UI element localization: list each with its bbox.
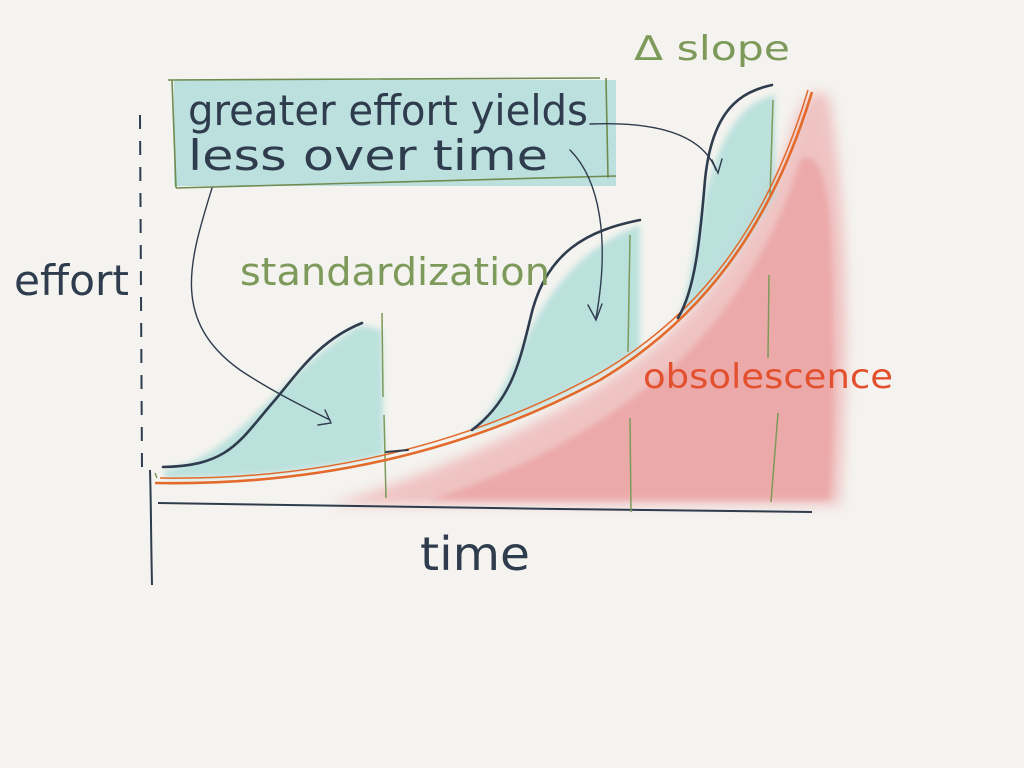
s-curves xyxy=(161,83,774,469)
exponential-line-2 xyxy=(159,89,809,479)
divider-3a xyxy=(769,99,774,197)
axes xyxy=(139,114,813,586)
x-axis-label: time xyxy=(420,527,530,581)
y-axis-solid xyxy=(149,469,153,586)
arrow-to-curve-2 xyxy=(569,149,603,319)
arrow-to-curve-1 xyxy=(190,187,331,421)
y-axis-label: effort xyxy=(14,256,129,305)
callout-background xyxy=(174,80,616,186)
exponential-curve xyxy=(154,89,814,485)
arrowhead-3 xyxy=(711,158,723,176)
obsolescence-label: obsolescence xyxy=(643,357,893,397)
arrows xyxy=(190,122,723,426)
x-axis xyxy=(157,502,813,513)
arrowhead-2 xyxy=(587,303,603,322)
divider-3b xyxy=(767,274,770,359)
divider-lines xyxy=(154,99,779,513)
callout-line-2: less over time xyxy=(188,131,548,180)
y-axis-dashed xyxy=(139,114,143,471)
s-curve-tick xyxy=(385,449,409,453)
s-curve-3 xyxy=(676,83,774,320)
s-curve-fill-3 xyxy=(680,95,775,318)
divider-1b xyxy=(383,414,387,499)
obsolescence-region xyxy=(330,91,847,505)
callout-border xyxy=(167,77,617,189)
divider-3c xyxy=(770,412,779,503)
divider-start xyxy=(154,472,158,479)
divider-2b xyxy=(629,417,632,513)
callout-line-1: greater effort yields xyxy=(188,86,588,135)
divider-1a xyxy=(381,312,384,398)
arrowhead-1 xyxy=(317,409,333,426)
arrow-to-curve-3 xyxy=(589,122,717,171)
obsolescence-wash-inner xyxy=(430,157,834,500)
standardization-label: standardization xyxy=(240,250,550,294)
s-curve-1 xyxy=(161,321,364,469)
divider-2a xyxy=(627,234,631,353)
s-curve-2 xyxy=(470,218,642,432)
exponential-line-1 xyxy=(154,91,814,485)
slope-label: Δ slope xyxy=(634,29,790,69)
callout-box: greater effort yields less over time xyxy=(167,77,617,189)
